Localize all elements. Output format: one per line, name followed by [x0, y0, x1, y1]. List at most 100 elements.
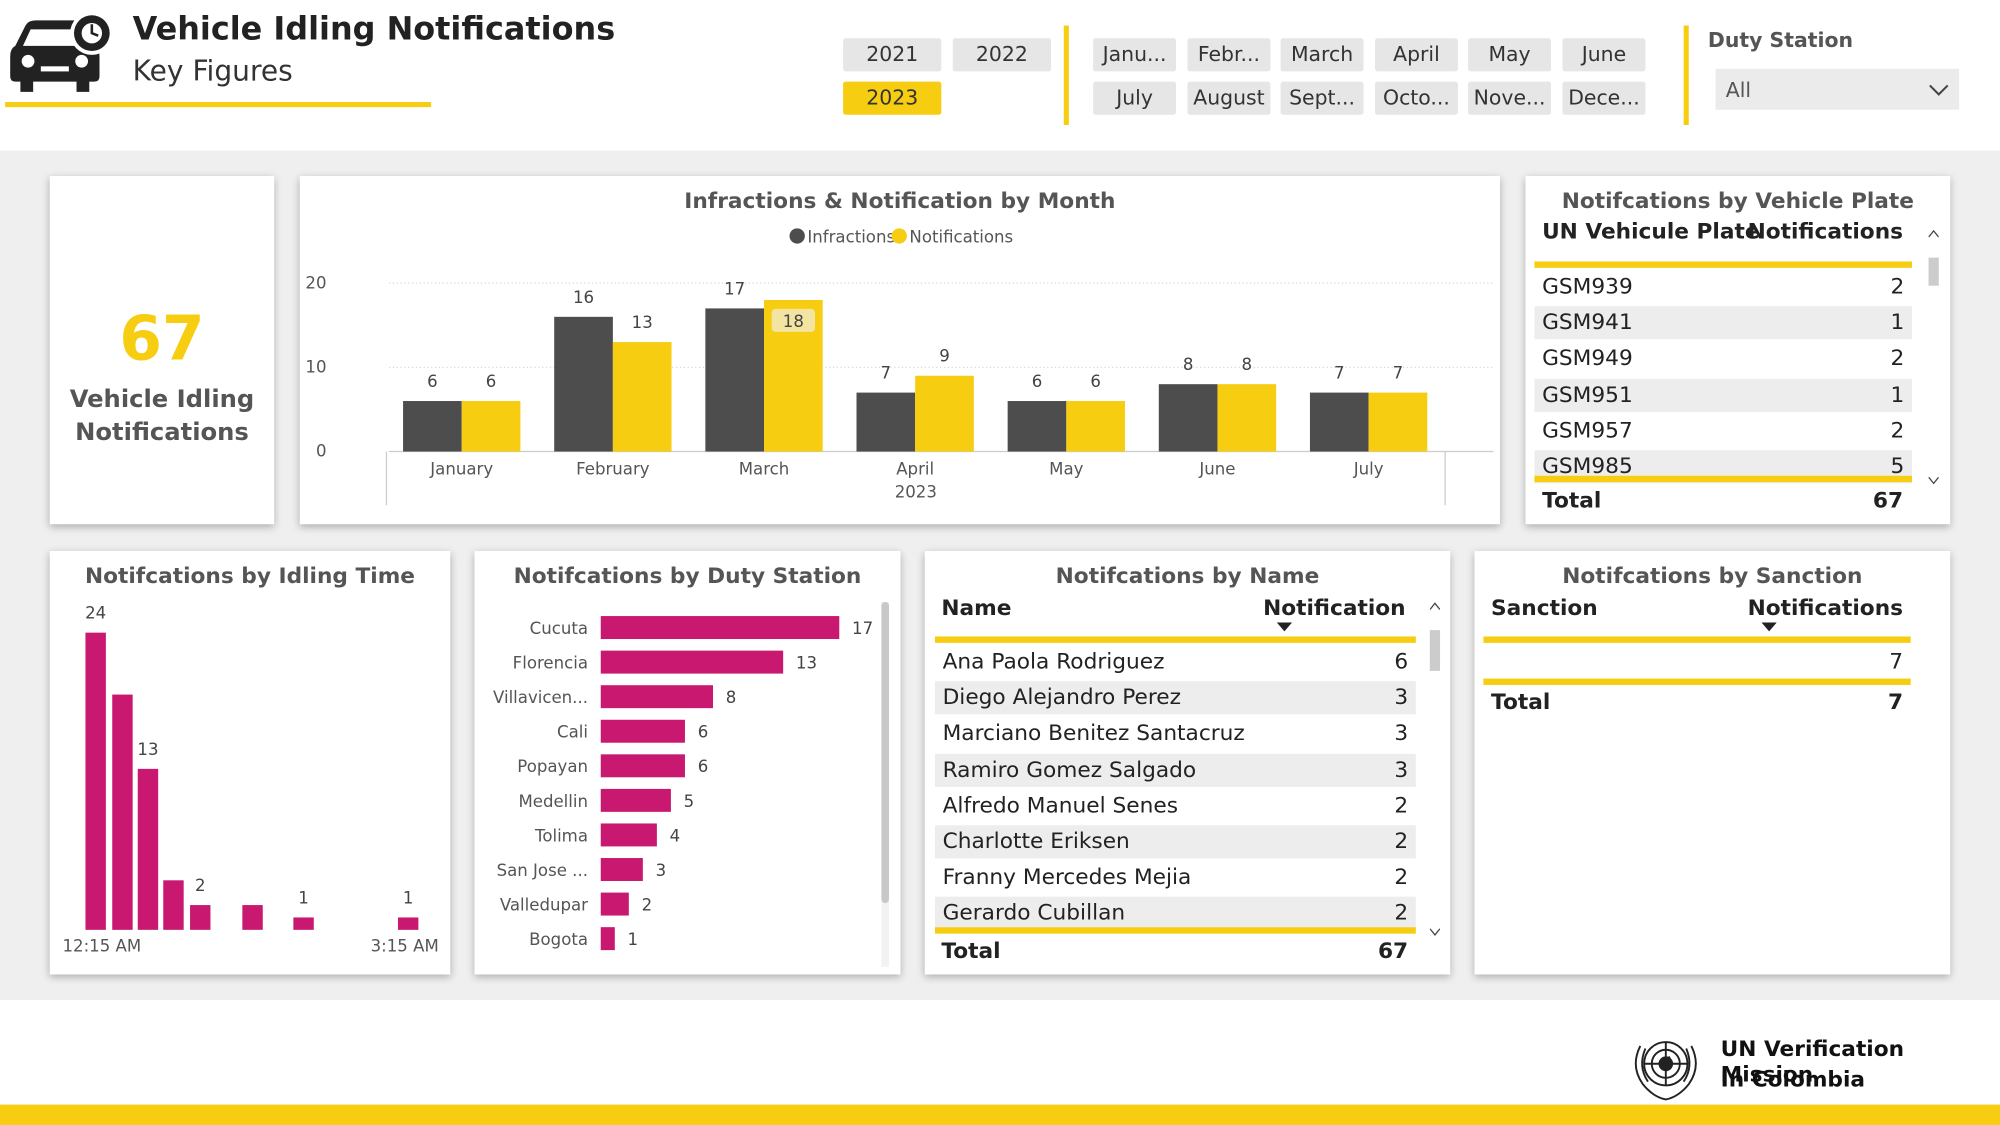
- names-scroll-thumb[interactable]: [1429, 630, 1441, 671]
- names-card: Notifcations by Name Name Notification A…: [924, 551, 1451, 975]
- idling-bar-6[interactable]: [293, 917, 314, 930]
- sanction-total-rule: [1483, 678, 1911, 685]
- names-col-notification[interactable]: Notification: [1263, 595, 1406, 622]
- year-button-2021[interactable]: 2021: [843, 38, 942, 72]
- sanction-col-sanction[interactable]: Sanction: [1491, 595, 1598, 622]
- plates-col-notifications[interactable]: Notifications: [1747, 219, 1904, 245]
- bar-notifications-june[interactable]: [1217, 384, 1277, 452]
- names-row-name: Gerardo Cubillan: [942, 901, 1126, 927]
- table-row[interactable]: Charlotte Eriksen 2: [934, 825, 1416, 859]
- plates-row-name: GSM939: [1542, 274, 1633, 300]
- month-button-march[interactable]: March: [1280, 38, 1364, 72]
- names-header-rule: [934, 636, 1416, 643]
- idling-bar-5[interactable]: [242, 905, 263, 930]
- bar-infractions-may[interactable]: [1007, 401, 1067, 452]
- bar-infractions-january[interactable]: [403, 401, 462, 452]
- month-button-september[interactable]: Sept...: [1280, 81, 1364, 115]
- month-button-february[interactable]: Febr...: [1187, 38, 1271, 72]
- bar-infractions-july[interactable]: [1309, 392, 1369, 452]
- table-row[interactable]: Ramiro Gomez Salgado 3: [934, 753, 1416, 787]
- table-row[interactable]: Franny Mercedes Mejia 2: [935, 861, 1416, 894]
- data-label-notifications-january: 6: [486, 372, 497, 391]
- table-row[interactable]: 7: [1483, 645, 1910, 678]
- kpi-card: 67 Vehicle Idling Notifications: [49, 176, 275, 525]
- bar-infractions-june[interactable]: [1158, 384, 1218, 452]
- duty-station-scroll-thumb[interactable]: [881, 602, 890, 904]
- bar-notifications-april[interactable]: [915, 375, 974, 452]
- bar-notifications-february[interactable]: [612, 342, 672, 452]
- names-col-name[interactable]: Name: [941, 595, 1012, 622]
- month-button-december[interactable]: Dece...: [1562, 81, 1646, 115]
- duty-station-bar-bogota[interactable]: [600, 927, 615, 951]
- names-row-value: 2: [1394, 901, 1409, 927]
- month-button-may[interactable]: May: [1468, 38, 1552, 72]
- month-button-july[interactable]: July: [1093, 81, 1177, 115]
- plates-row-name: GSM957: [1542, 418, 1633, 444]
- duty-station-bar-valledupar[interactable]: [600, 892, 629, 916]
- duty-station-bar-medellin[interactable]: [600, 788, 671, 812]
- table-row[interactable]: GSM939 2: [1534, 270, 1912, 303]
- table-row[interactable]: GSM951 1: [1534, 378, 1912, 412]
- duty-station-bar-florencia[interactable]: [600, 650, 784, 674]
- idling-bar-3[interactable]: [163, 880, 184, 930]
- legend-marker-notifications: [891, 228, 907, 244]
- bar-notifications-july[interactable]: [1368, 392, 1428, 452]
- sort-desc-icon[interactable]: [1761, 622, 1777, 632]
- table-row[interactable]: Alfredo Manuel Senes 2: [935, 789, 1416, 822]
- table-row[interactable]: Ana Paola Rodriguez 6: [935, 645, 1416, 678]
- scroll-up-icon[interactable]: [1928, 229, 1939, 238]
- x-tick-label-may: May: [1049, 459, 1083, 478]
- plates-row-name: GSM949: [1542, 346, 1633, 372]
- table-row[interactable]: Marciano Benitez Santacruz 3: [935, 717, 1416, 750]
- scroll-up-icon[interactable]: [1429, 602, 1441, 610]
- month-button-june[interactable]: June: [1562, 38, 1646, 72]
- duty-station-scrollbar[interactable]: [881, 602, 890, 967]
- sanction-col-notifications[interactable]: Notifications: [1747, 595, 1904, 622]
- duty-station-title: Notifcations by Duty Station: [513, 563, 862, 590]
- duty-station-bar-villavicen[interactable]: [600, 685, 714, 709]
- duty-station-data-label-villavicen: 8: [726, 688, 737, 707]
- plates-col-plate[interactable]: UN Vehicule Plate: [1542, 219, 1760, 245]
- idling-bar-4[interactable]: [190, 905, 211, 930]
- year-button-2023[interactable]: 2023: [843, 81, 942, 115]
- table-row[interactable]: GSM957 2: [1534, 414, 1912, 447]
- sanction-header-rule: [1483, 636, 1911, 643]
- duty-station-bar-cali[interactable]: [600, 719, 685, 743]
- table-row[interactable]: GSM941 1: [1534, 306, 1912, 340]
- idling-bar-1[interactable]: [112, 694, 133, 930]
- bar-notifications-january[interactable]: [461, 401, 521, 452]
- idling-bar-0[interactable]: [85, 632, 106, 930]
- month-button-november[interactable]: Nove...: [1468, 81, 1552, 115]
- duty-station-bar-popayan[interactable]: [600, 754, 685, 778]
- month-button-august[interactable]: August: [1187, 81, 1271, 115]
- x-tick-label-march: March: [739, 459, 790, 478]
- duty-station-data-label-bogota: 1: [628, 930, 639, 949]
- duty-station-bar-cucuta[interactable]: [600, 616, 840, 640]
- scroll-down-icon[interactable]: [1429, 928, 1441, 937]
- bar-infractions-april[interactable]: [856, 392, 916, 452]
- month-chart-legend[interactable]: Infractions Notifications: [789, 227, 1014, 246]
- duty-station-bar-tolima[interactable]: [600, 823, 657, 847]
- duty-station-dropdown[interactable]: All: [1715, 68, 1960, 110]
- duty-station-bar-san-jose[interactable]: [600, 858, 643, 881]
- x-tick-label-january: January: [429, 459, 493, 478]
- month-button-april[interactable]: April: [1374, 38, 1458, 72]
- table-row[interactable]: Gerardo Cubillan 2: [934, 897, 1416, 931]
- names-scrollbar[interactable]: [1427, 597, 1442, 944]
- month-button-october[interactable]: Octo...: [1374, 81, 1458, 115]
- slicer-divider-2: [1683, 25, 1689, 125]
- table-row[interactable]: Diego Alejandro Perez 3: [934, 681, 1416, 715]
- idling-bar-7[interactable]: [397, 917, 419, 930]
- bar-notifications-may[interactable]: [1066, 401, 1125, 452]
- year-button-2022[interactable]: 2022: [952, 38, 1052, 72]
- plates-scrollbar[interactable]: [1926, 214, 1941, 497]
- scroll-down-icon[interactable]: [1928, 477, 1939, 485]
- month-button-january[interactable]: Janu...: [1093, 38, 1177, 72]
- idling-bar-2[interactable]: [137, 768, 159, 930]
- sort-desc-icon[interactable]: [1276, 622, 1293, 632]
- plates-scroll-thumb[interactable]: [1928, 257, 1939, 286]
- bar-infractions-march[interactable]: [705, 308, 765, 452]
- table-row[interactable]: GSM949 2: [1534, 342, 1912, 375]
- idling-data-label-0: 24: [85, 604, 106, 623]
- bar-infractions-february[interactable]: [554, 316, 613, 452]
